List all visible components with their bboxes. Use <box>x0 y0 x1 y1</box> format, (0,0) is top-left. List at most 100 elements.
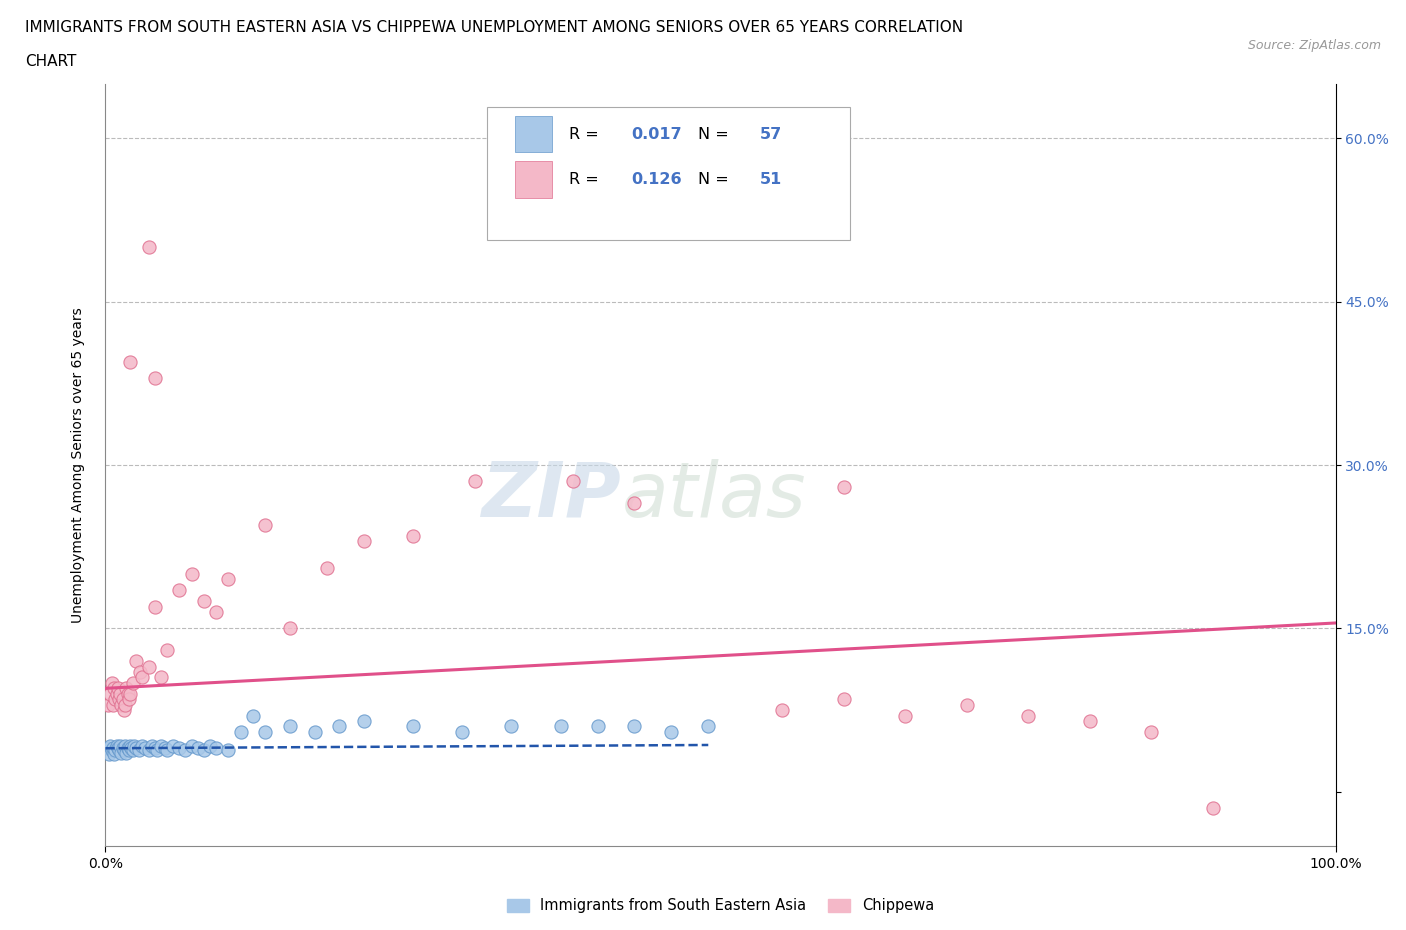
Point <box>110 745 132 760</box>
Point <box>1017 708 1039 723</box>
Legend: Immigrants from South Eastern Asia, Chippewa: Immigrants from South Eastern Asia, Chip… <box>501 893 941 919</box>
Point <box>97 698 120 712</box>
Text: R =: R = <box>569 172 605 187</box>
Point <box>661 724 683 739</box>
Point <box>894 708 917 723</box>
Text: atlas: atlas <box>621 458 807 533</box>
Point <box>697 719 720 734</box>
Bar <box>515 115 553 153</box>
Text: IMMIGRANTS FROM SOUTH EASTERN ASIA VS CHIPPEWA UNEMPLOYMENT AMONG SENIORS OVER 6: IMMIGRANTS FROM SOUTH EASTERN ASIA VS CH… <box>25 20 963 35</box>
Point <box>770 703 793 718</box>
Point <box>328 719 350 734</box>
Point <box>104 743 127 758</box>
Point <box>229 724 252 739</box>
Point <box>112 703 135 718</box>
Point <box>111 741 134 756</box>
Point <box>1202 801 1225 816</box>
Point <box>128 743 150 758</box>
Point <box>464 474 486 489</box>
Point <box>149 738 172 753</box>
Point <box>218 572 240 587</box>
Text: CHART: CHART <box>25 54 77 69</box>
Text: 57: 57 <box>761 126 782 141</box>
Point <box>153 741 176 756</box>
Text: R =: R = <box>569 126 605 141</box>
Point <box>100 675 122 690</box>
Point <box>162 738 184 753</box>
Point <box>121 675 143 690</box>
Point <box>141 738 163 753</box>
Point <box>131 738 153 753</box>
Point <box>107 681 129 696</box>
Point <box>103 746 125 761</box>
Point <box>143 370 166 385</box>
Point <box>120 738 141 753</box>
Bar <box>515 162 553 198</box>
Text: N =: N = <box>699 172 734 187</box>
Point <box>111 692 134 707</box>
Point <box>114 698 136 712</box>
Point <box>278 621 301 636</box>
Point <box>254 724 277 739</box>
Point <box>101 741 124 756</box>
Point <box>832 479 855 494</box>
Point <box>180 566 202 581</box>
Text: 51: 51 <box>761 172 782 187</box>
Point <box>117 741 139 756</box>
Point <box>122 738 145 753</box>
Point <box>169 583 191 598</box>
Point <box>105 686 128 701</box>
Point <box>138 240 160 255</box>
Point <box>198 738 221 753</box>
Point <box>550 719 572 734</box>
Point <box>129 665 152 680</box>
Point <box>125 654 148 669</box>
Point <box>112 743 135 758</box>
Point <box>451 724 474 739</box>
Point <box>143 599 166 614</box>
Point <box>180 738 202 753</box>
Point <box>169 741 191 756</box>
Point <box>131 670 153 684</box>
Point <box>1140 724 1163 739</box>
Point <box>125 741 148 756</box>
Point <box>101 698 124 712</box>
Point <box>138 659 160 674</box>
Point <box>115 745 138 760</box>
Point <box>105 738 128 753</box>
Point <box>104 692 127 707</box>
Point <box>114 738 136 753</box>
Y-axis label: Unemployment Among Seniors over 65 years: Unemployment Among Seniors over 65 years <box>70 307 84 623</box>
Point <box>586 719 609 734</box>
Point <box>193 743 215 758</box>
Point <box>623 719 645 734</box>
Point <box>146 743 169 758</box>
Point <box>156 643 179 658</box>
Point <box>118 692 141 707</box>
Point <box>143 741 166 756</box>
Text: Source: ZipAtlas.com: Source: ZipAtlas.com <box>1247 39 1381 52</box>
Point <box>304 724 326 739</box>
Point <box>315 561 337 576</box>
Point <box>118 743 141 758</box>
Text: ZIP: ZIP <box>482 458 621 533</box>
Point <box>107 741 129 756</box>
Point <box>110 686 132 701</box>
Point <box>402 719 425 734</box>
Point <box>98 686 122 701</box>
Point <box>120 354 141 369</box>
Point <box>402 528 425 543</box>
Point <box>353 534 375 549</box>
Point <box>115 681 138 696</box>
Point <box>218 743 240 758</box>
Point <box>254 517 277 532</box>
Point <box>193 593 215 608</box>
Point <box>97 741 120 756</box>
Point <box>138 743 160 758</box>
Point <box>100 743 122 758</box>
Point <box>156 743 179 758</box>
Point <box>623 496 645 511</box>
Point <box>110 698 132 712</box>
Point <box>174 743 197 758</box>
Point <box>501 719 523 734</box>
